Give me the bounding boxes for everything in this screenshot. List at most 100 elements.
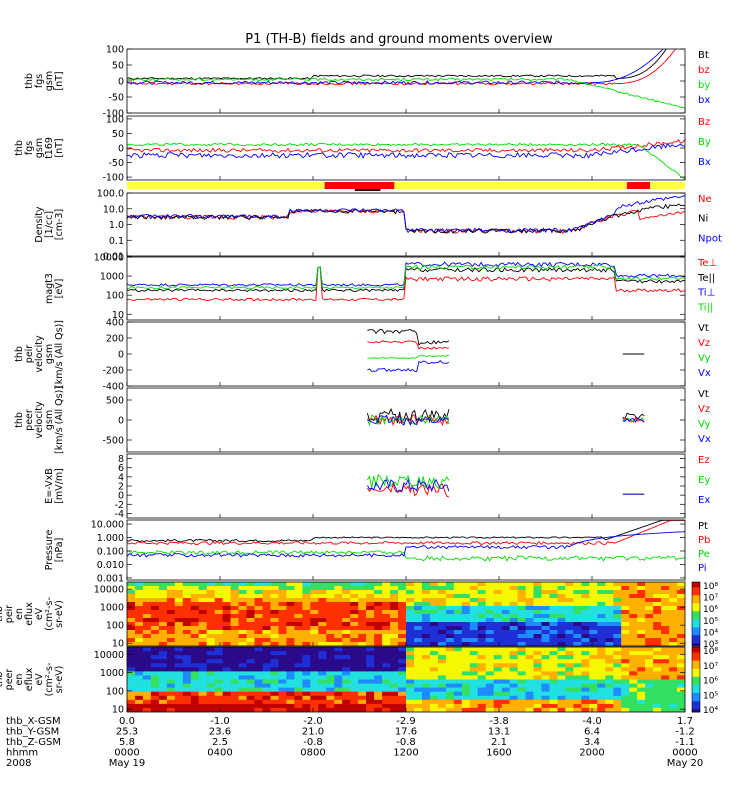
spectrogram-cell bbox=[182, 614, 192, 619]
colorbar-frame bbox=[691, 581, 701, 647]
spectrogram-cell bbox=[326, 606, 335, 611]
spectrogram-cell bbox=[406, 582, 415, 587]
spectrogram-cell bbox=[414, 606, 423, 611]
spectrogram-cell bbox=[222, 683, 232, 689]
spectrogram-cell bbox=[661, 598, 670, 603]
spectrogram-cell bbox=[549, 606, 559, 611]
spectrogram-cell bbox=[429, 582, 439, 587]
spectrogram-cell bbox=[613, 614, 622, 619]
spectrogram-cell bbox=[230, 606, 240, 611]
spectrogram-cell bbox=[342, 687, 351, 693]
spectrogram-cell bbox=[127, 699, 136, 705]
spectrogram-cell bbox=[326, 675, 335, 681]
spectrogram-cell bbox=[310, 586, 319, 591]
spectrogram-cell bbox=[150, 614, 160, 619]
spectrogram-cell bbox=[493, 586, 503, 591]
spectrogram-cell bbox=[190, 651, 200, 656]
spectrogram-cell bbox=[382, 651, 391, 656]
spectrogram-cell bbox=[477, 691, 487, 697]
spectrogram-cell bbox=[525, 679, 535, 685]
spectrogram-cell bbox=[270, 590, 280, 595]
spectrogram-cell bbox=[238, 622, 248, 627]
spectrogram-cell bbox=[445, 594, 455, 599]
spectrogram-cell bbox=[382, 622, 391, 627]
spectrogram-cell bbox=[557, 594, 567, 599]
spectrogram-cell bbox=[557, 699, 567, 705]
spectrogram-cell bbox=[398, 610, 407, 615]
spectrogram-cell bbox=[429, 622, 439, 627]
spectrogram-cell bbox=[246, 663, 256, 668]
spectrogram-cell bbox=[286, 655, 295, 660]
spectrogram-cell bbox=[382, 667, 391, 672]
spectrogram-cell bbox=[605, 659, 614, 664]
y-axis-label-line: [nT] bbox=[54, 138, 65, 157]
spectrogram-cell bbox=[127, 638, 136, 643]
spectrogram-cell bbox=[262, 707, 272, 712]
spectrogram-cell bbox=[493, 630, 503, 635]
spectrogram-cell bbox=[286, 626, 295, 631]
spectrogram-cell bbox=[485, 699, 495, 705]
spectrogram-cell bbox=[310, 703, 319, 709]
spectrogram-cell bbox=[182, 647, 192, 652]
spectrogram-cell bbox=[677, 582, 685, 587]
spectrogram-cell bbox=[230, 655, 240, 660]
spectrogram-cell bbox=[485, 707, 495, 712]
spectrogram-cell bbox=[198, 590, 208, 595]
spectrogram-cell bbox=[190, 691, 200, 697]
spectrogram-cell bbox=[549, 651, 559, 656]
spectrogram-cell bbox=[302, 622, 311, 627]
series-Pi bbox=[127, 531, 685, 558]
spectrogram-cell bbox=[645, 671, 654, 677]
colorbar-cell bbox=[692, 666, 700, 670]
spectrogram-cell bbox=[565, 590, 574, 595]
spectrogram-cell bbox=[334, 618, 343, 623]
spectrogram-cell bbox=[453, 598, 463, 603]
spectrogram-cell bbox=[142, 642, 152, 646]
legend-Vt: Vt bbox=[698, 389, 709, 400]
spectrogram-cell bbox=[238, 618, 248, 623]
spectrogram-cell bbox=[174, 618, 184, 623]
y-tick-label: 200 bbox=[106, 334, 124, 345]
panel-frame bbox=[126, 48, 686, 114]
spectrogram-cell bbox=[286, 610, 295, 615]
spectrogram-cell bbox=[597, 651, 606, 656]
spectrogram-cell bbox=[461, 695, 471, 701]
spectrogram-cell bbox=[174, 671, 184, 677]
spectrogram-cell bbox=[150, 695, 160, 701]
legend-Ex: Ex bbox=[698, 495, 710, 506]
spectrogram-cell bbox=[398, 630, 407, 635]
spectrogram-cell bbox=[661, 622, 670, 627]
spectrogram-cell bbox=[605, 679, 614, 685]
spectrogram-cell bbox=[597, 606, 606, 611]
spectrogram-cell bbox=[286, 663, 295, 668]
spectrogram-cell bbox=[135, 610, 144, 615]
spectrogram-cell bbox=[629, 647, 638, 652]
spectrogram-cell bbox=[374, 707, 383, 712]
spectrogram-cell bbox=[230, 659, 240, 664]
spectrogram-cell bbox=[158, 582, 168, 587]
spectrogram-cell bbox=[581, 667, 590, 672]
spectrogram-cell bbox=[637, 614, 646, 619]
spectrogram-cell bbox=[437, 590, 447, 595]
spectrogram-cell bbox=[541, 663, 551, 668]
spectrogram-cell bbox=[198, 679, 208, 685]
spectrogram-cell bbox=[414, 594, 423, 599]
series-Npot bbox=[127, 195, 685, 234]
colorbar-cell bbox=[692, 668, 700, 672]
spectrogram-cell bbox=[469, 659, 479, 664]
spectrogram-cell bbox=[174, 598, 184, 603]
spectrogram-cell bbox=[382, 614, 391, 619]
spectrogram-cell bbox=[493, 602, 503, 607]
spectrogram-cell bbox=[437, 622, 447, 627]
spectrogram-cell bbox=[461, 691, 471, 697]
spectrogram-cell bbox=[605, 634, 614, 639]
spectrogram-cell bbox=[573, 602, 582, 607]
spectrogram-cell bbox=[294, 582, 303, 587]
spectrogram-cell bbox=[653, 647, 662, 652]
spectrogram-cell bbox=[294, 638, 303, 643]
spectrogram-cell bbox=[334, 638, 343, 643]
spectrogram-cell bbox=[278, 610, 288, 615]
spectrogram-cell bbox=[541, 614, 551, 619]
colorbar-cell bbox=[692, 687, 700, 691]
spectrogram-cell bbox=[541, 659, 551, 664]
